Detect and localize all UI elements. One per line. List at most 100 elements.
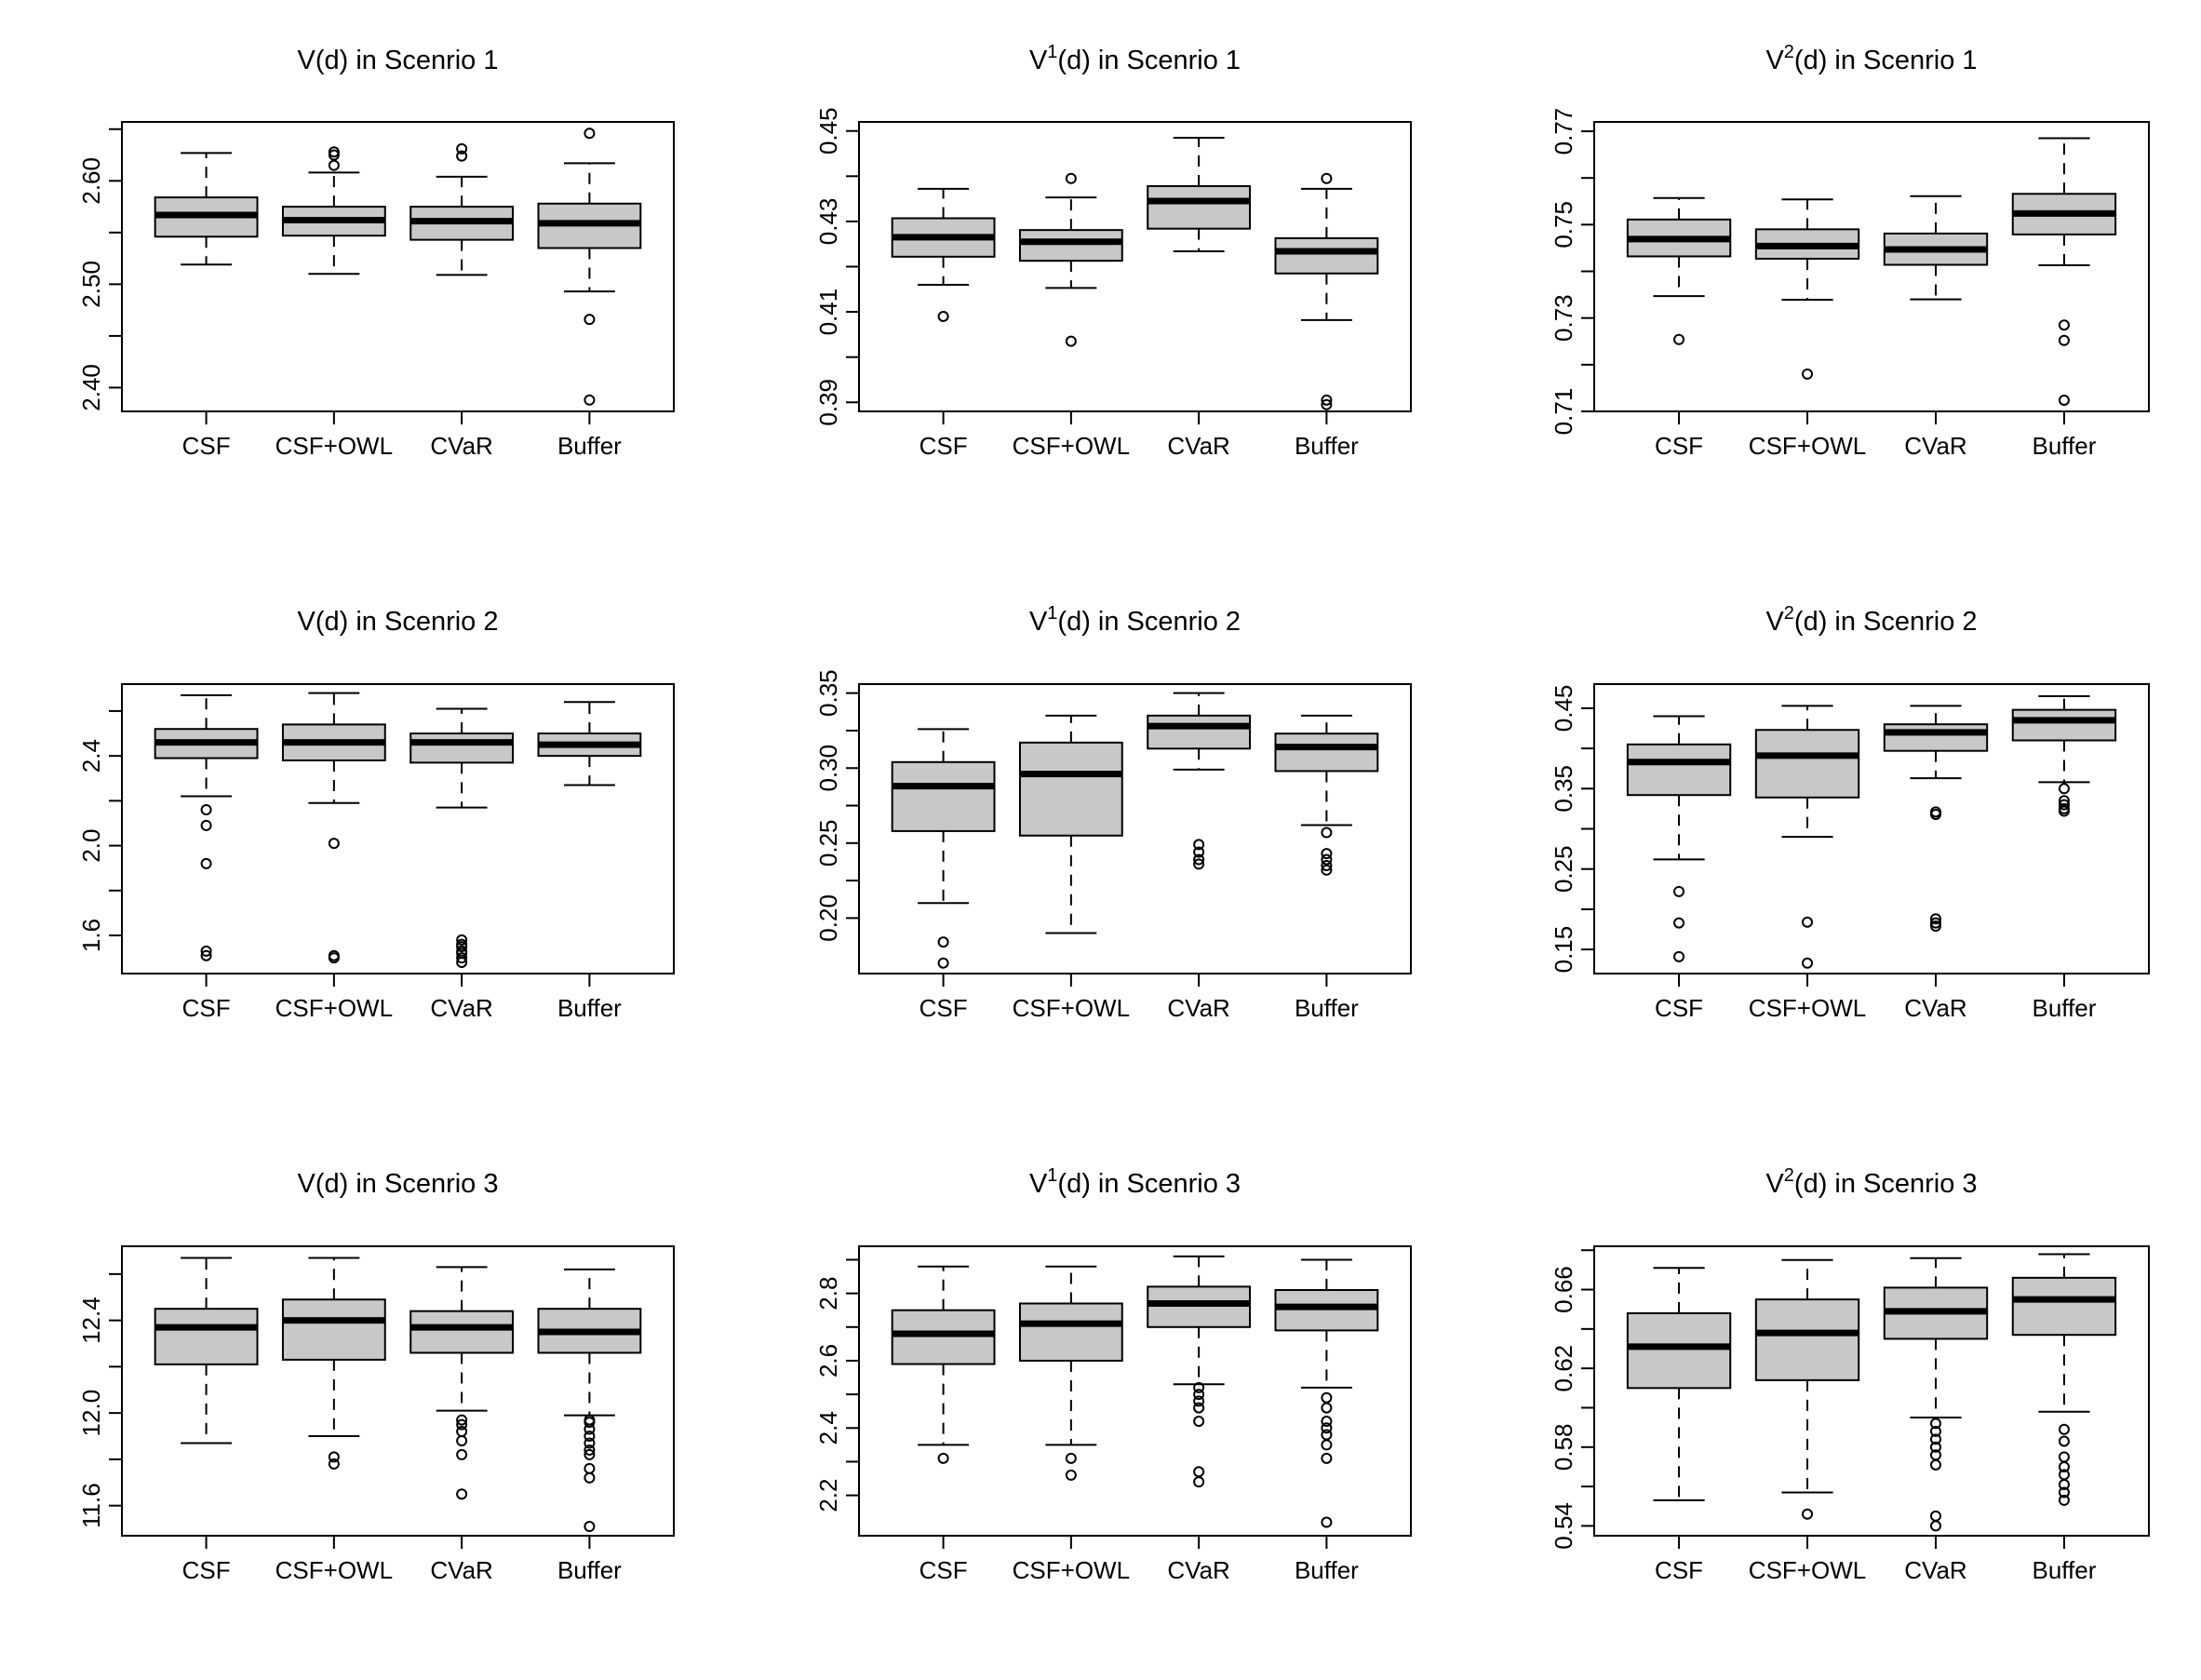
box-cvar [1147,1255,1252,1488]
outlier-point [1065,1452,1077,1464]
box-buffer [2011,694,2117,817]
box-buffer [537,1268,642,1533]
box-csf-owl [281,1257,386,1470]
title-superscript: 1 [1047,1165,1057,1186]
outlier-point [584,314,596,326]
outlier-point [1321,1416,1333,1428]
box-buffer [1274,172,1379,410]
outlier-point [584,128,596,140]
x-tick-label: CSF+OWL [1013,1556,1130,1584]
outlier-point [456,1414,468,1426]
iqr-box [1626,1311,1732,1390]
y-tick-label: 0.73 [1550,294,1577,342]
title-base: V(d) in Scenrio 1 [298,46,499,75]
y-tick-label: 12.0 [77,1390,105,1437]
outlier-point [2058,795,2070,807]
y-tick-label: 0.54 [1550,1502,1577,1550]
x-tick-label: Buffer [557,1556,622,1584]
title-base: V [1765,1169,1784,1199]
y-tick-label: 0.15 [1550,926,1577,974]
title-tail: (d) in Scenrio 3 [1794,1169,1978,1199]
box-buffer [2011,1253,2117,1506]
outlier-point [1321,1429,1333,1441]
y-tick-label: 11.6 [77,1483,105,1528]
title-base: V [1029,1169,1048,1199]
y-tick-label: 0.58 [1550,1423,1577,1471]
x-tick-label: CVaR [430,432,492,460]
y-tick-label: 2.8 [814,1277,842,1310]
box-csf-owl [1018,1265,1123,1481]
outlier-point [456,1434,468,1446]
iqr-box [1274,1289,1379,1332]
iqr-box [891,760,996,832]
box-buffer [537,701,642,786]
iqr-box [1018,229,1123,262]
iqr-box [154,1308,259,1365]
y-tick-label: 2.40 [77,364,105,411]
outlier-point [2058,319,2070,331]
outlier-point [1929,1425,1941,1437]
outlier-point [1193,1381,1205,1393]
outlier-point [200,804,212,816]
iqr-box [1018,741,1123,837]
box-csf [154,694,259,961]
outlier-point [1193,1476,1205,1488]
y-tick-label: 0.25 [814,820,842,867]
y-tick-label: 0.71 [1550,388,1577,436]
box-cvar [1883,195,1989,301]
outlier-point [1193,839,1205,851]
outlier-point [1321,1516,1333,1528]
box-csf [1626,715,1732,962]
y-tick-label: 0.43 [814,198,842,246]
outlier-point [1929,913,1941,925]
y-tick-label: 0.39 [814,379,842,426]
box-cvar [1147,137,1252,252]
box-csf-owl [281,146,386,276]
plot-frame [121,121,675,412]
box-cvar [409,142,515,276]
outlier-point [584,394,596,406]
x-tick-label: CVaR [430,994,492,1022]
outlier-point [1321,853,1333,866]
y-tick-label: 0.25 [1550,845,1577,893]
iqr-box [1754,729,1860,799]
iqr-box [409,1310,515,1354]
outlier-point [1929,1510,1941,1522]
box-csf [1626,196,1732,345]
outlier-point [1321,1452,1333,1464]
outlier-point [1065,335,1077,347]
box-cvar [409,707,515,968]
panel-5: V1(d) in Scenrio 2 0.20 0.25 0.30 0.35 CSF CSF… [814,603,1412,1022]
box-csf [891,728,996,969]
outlier-point [1802,368,1814,380]
outlier-point [1321,398,1333,410]
outlier-point [937,1452,949,1464]
outlier-point [1321,1422,1333,1434]
outlier-point [2058,799,2070,811]
title-tail: (d) in Scenrio 1 [1794,46,1978,75]
outlier-point [2058,394,2070,406]
panel-1: V(d) in Scenrio 1 2.40 2.50 2.60 CSF CSF+OWL C… [77,46,675,460]
box-buffer [1274,714,1379,876]
outlier-point [584,1462,596,1474]
title-base: V [1029,46,1048,75]
outlier-point [1193,1389,1205,1401]
outlier-point [328,1451,340,1463]
outlier-point [1929,1441,1941,1453]
iqr-box [1147,1285,1252,1328]
x-tick-label: CVaR [1167,1556,1229,1584]
iqr-box [1754,1298,1860,1381]
outlier-point [584,1472,596,1484]
box-csf-owl [1018,172,1123,347]
outlier-point [1802,916,1814,928]
outlier-point [2058,1494,2070,1506]
outlier-point [456,1418,468,1431]
plot-frame [121,1245,675,1537]
outlier-point [1193,1395,1205,1407]
outlier-point [1321,1439,1333,1451]
outlier-point [1321,1391,1333,1404]
y-tick-label: 2.60 [77,157,105,205]
outlier-point [1802,1508,1814,1520]
title-superscript: 1 [1047,42,1057,62]
x-tick-label: CSF+OWL [1749,994,1866,1022]
